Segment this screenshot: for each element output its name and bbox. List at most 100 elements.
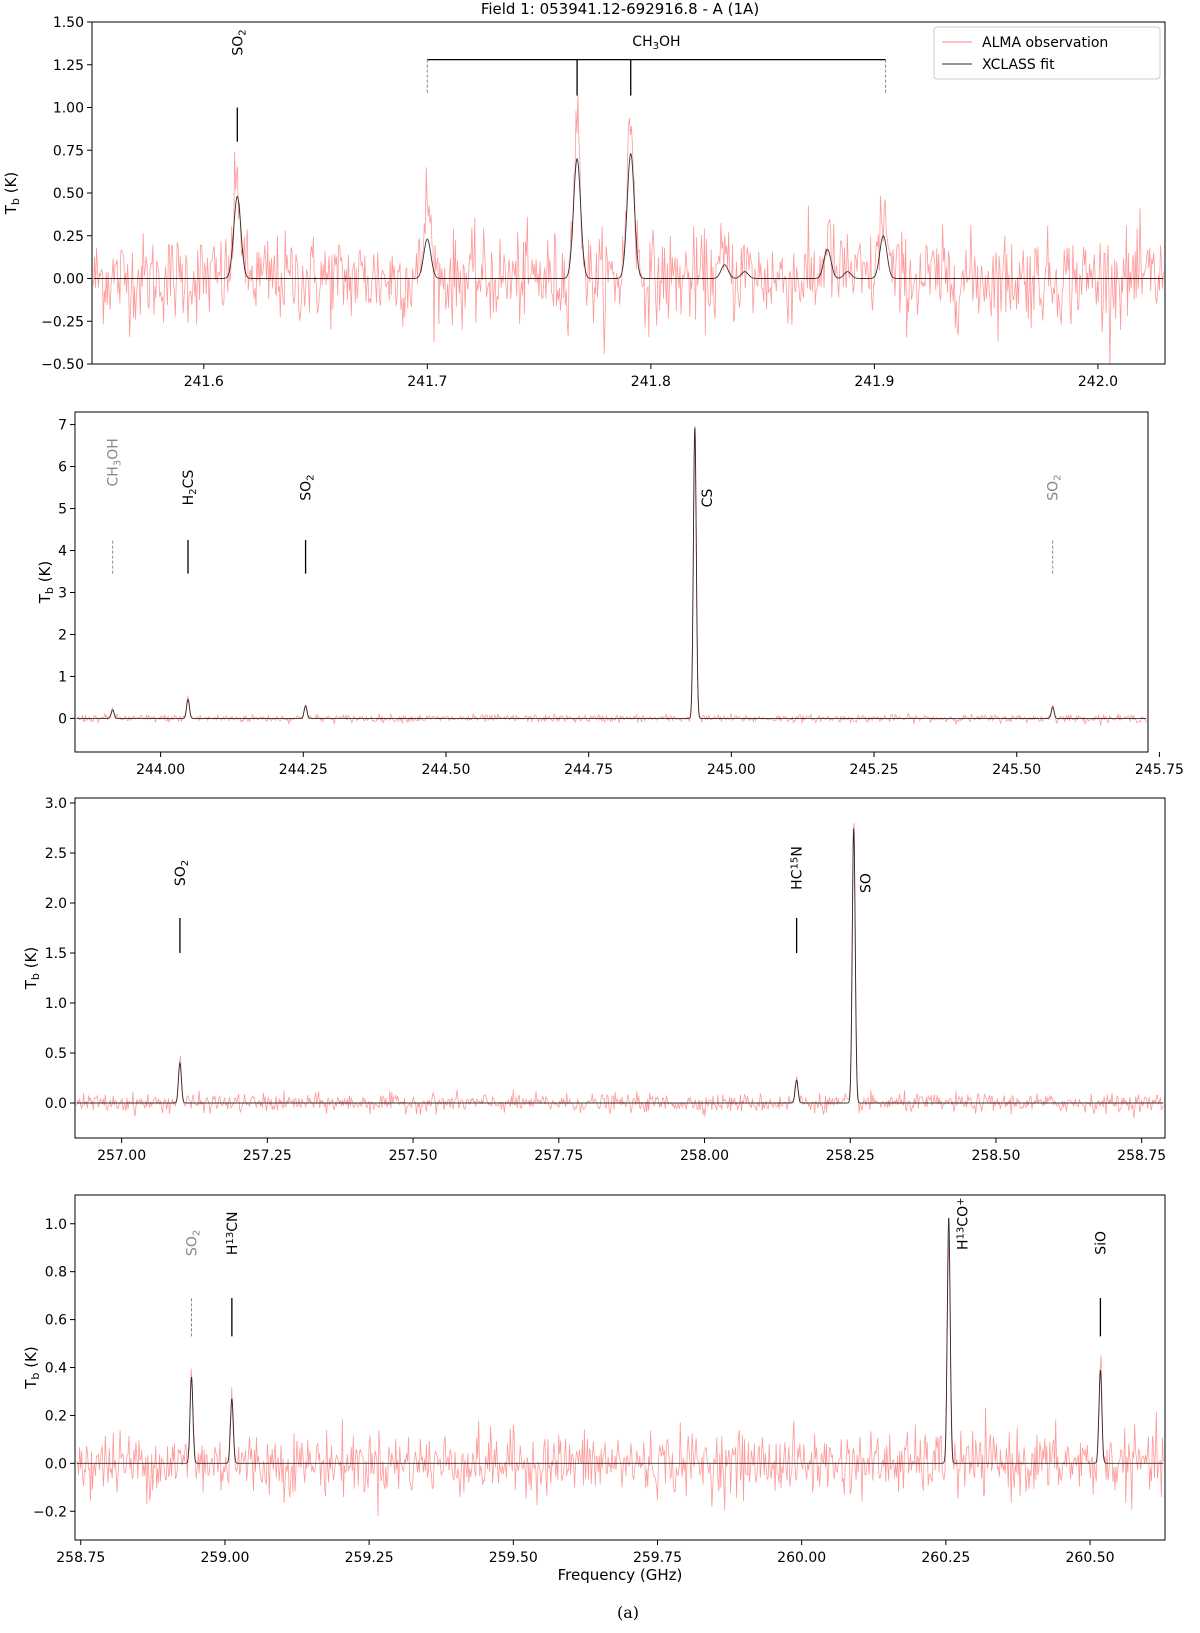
y-tick-label: 0.0 — [45, 1096, 67, 1112]
x-axis-label: Frequency (GHz) — [558, 1566, 683, 1584]
y-tick-label: 1.0 — [45, 996, 67, 1012]
x-tick-label: 257.75 — [534, 1148, 583, 1164]
x-tick-label: 241.7 — [407, 374, 447, 390]
y-tick-label: 0.2 — [45, 1408, 67, 1424]
fit-series-line — [76, 427, 1147, 719]
figure-caption: (a) — [617, 1603, 639, 1622]
y-tick-label: 3.0 — [45, 796, 67, 812]
line-id-label: SiO — [1093, 1231, 1109, 1255]
line-id-label: SO2 — [173, 860, 191, 886]
y-tick-label: 0.75 — [53, 143, 84, 159]
x-tick-label: 260.25 — [921, 1550, 970, 1566]
line-id-label: SO2 — [230, 29, 248, 55]
fit-series-line — [93, 152, 1164, 279]
x-tick-label: 260.50 — [1066, 1550, 1115, 1566]
panels-group: 241.6 241.7 241.8 241.9 242.0−0.50−0.250.000… — [2, 15, 1184, 1584]
x-tick-label: 242.0 — [1078, 374, 1118, 390]
x-tick-label: 244.25 — [279, 762, 328, 778]
line-id-label: SO2 — [299, 474, 317, 500]
y-tick-label: 2.5 — [45, 846, 67, 862]
y-tick-label: 5 — [58, 502, 67, 518]
y-tick-label: 0.50 — [53, 186, 84, 202]
axes-frame — [74, 411, 1149, 753]
figure-title: Field 1: 053941.12-692916.8 - A (1A) — [481, 0, 759, 18]
panel-4: 258.75 259.00 259.25 259.50 259.75 260.00 260.… — [22, 1194, 1166, 1584]
observation-series-line — [93, 95, 1164, 364]
group-label: CH3OH — [632, 34, 680, 52]
x-tick-label: 257.25 — [243, 1148, 292, 1164]
line-id-label: SO2 — [1046, 474, 1064, 500]
x-tick-label: 244.00 — [136, 762, 185, 778]
line-id-label: SO2 — [184, 1230, 202, 1256]
panel-3: 257.00 257.25 257.50 257.75 258.00 258.25 258.… — [22, 796, 1166, 1164]
y-axis-label: Tb (K) — [36, 561, 56, 604]
x-tick-label: 257.50 — [389, 1148, 438, 1164]
line-id-label: SO — [859, 873, 875, 893]
y-tick-label: 1 — [58, 669, 67, 685]
y-tick-label: 7 — [58, 418, 67, 434]
observation-series-line — [76, 425, 1147, 726]
legend-obs-label: ALMA observation — [982, 35, 1108, 51]
axes-frame — [74, 797, 1166, 1139]
line-id-label: H13CN — [225, 1212, 241, 1256]
y-tick-label: 6 — [58, 460, 67, 476]
x-tick-label: 258.75 — [1117, 1148, 1166, 1164]
y-tick-label: 2 — [58, 627, 67, 643]
y-tick-label: 0.0 — [45, 1456, 67, 1472]
x-tick-label: 258.50 — [971, 1148, 1020, 1164]
panel-1: 241.6 241.7 241.8 241.9 242.0 −0.50 −0.25 0.00 0… — [2, 15, 1166, 390]
y-tick-label: 1.5 — [45, 946, 67, 962]
y-tick-label: 2.0 — [45, 896, 67, 912]
observation-series-line — [76, 1238, 1164, 1517]
y-axis-label: Tb (K) — [22, 1346, 42, 1389]
y-tick-label: 0.6 — [45, 1313, 67, 1329]
x-tick-label: 260.00 — [777, 1550, 826, 1566]
x-tick-label: 241.8 — [631, 374, 671, 390]
y-tick-label: 1.00 — [53, 101, 84, 117]
y-tick-label: 1.25 — [53, 58, 84, 74]
line-id-label: HC15N — [790, 846, 806, 890]
y-axis-label: Tb (K) — [22, 947, 42, 990]
x-tick-label: 258.25 — [826, 1148, 875, 1164]
x-tick-label: 257.00 — [97, 1148, 146, 1164]
y-tick-label: −0.50 — [41, 357, 84, 373]
y-axis-label: Tb (K) — [2, 172, 22, 215]
y-tick-label: 0 — [58, 711, 67, 727]
x-tick-label: 241.9 — [854, 374, 894, 390]
x-tick-label: 258.00 — [680, 1148, 729, 1164]
y-tick-label: 1.50 — [53, 15, 84, 31]
observation-series-line — [76, 823, 1164, 1118]
x-tick-label: 258.75 — [56, 1550, 105, 1566]
y-tick-label: 0.25 — [53, 229, 84, 245]
fit-series-line — [76, 828, 1164, 1104]
y-tick-label: 0.4 — [45, 1361, 67, 1377]
legend-fit-label: XCLASS fit — [982, 57, 1055, 73]
legend-box — [933, 26, 1161, 80]
x-tick-label: 259.25 — [345, 1550, 394, 1566]
panel-2: 244.00 244.25 244.50 244.75 245.00 245.25 245.… — [36, 411, 1184, 778]
y-tick-label: 3 — [58, 585, 67, 601]
fit-series-line — [76, 1217, 1164, 1464]
x-tick-label: 259.50 — [489, 1550, 538, 1566]
x-tick-label: 245.00 — [707, 762, 756, 778]
x-tick-label: 245.50 — [992, 762, 1041, 778]
x-tick-label: 259.75 — [633, 1550, 682, 1566]
y-tick-label: 0.5 — [45, 1046, 67, 1062]
y-tick-label: −0.2 — [33, 1504, 67, 1520]
y-tick-label: 1.0 — [45, 1217, 67, 1233]
legend: ALMA observation XCLASS fit — [933, 26, 1161, 80]
x-tick-label: 244.50 — [421, 762, 470, 778]
y-tick-label: −0.25 — [41, 314, 84, 330]
x-tick-label: 244.75 — [564, 762, 613, 778]
x-tick-label: 259.00 — [200, 1550, 249, 1566]
x-tick-label: 245.25 — [850, 762, 899, 778]
line-id-label: CS — [700, 489, 716, 508]
line-id-label: CH3OH — [106, 438, 124, 486]
line-id-label: H13CO+ — [956, 1197, 972, 1250]
x-tick-label: 241.6 — [184, 374, 224, 390]
x-tick-label: 245.75 — [1135, 762, 1184, 778]
y-tick-label: 0.8 — [45, 1265, 67, 1281]
y-tick-label: 4 — [58, 544, 67, 560]
